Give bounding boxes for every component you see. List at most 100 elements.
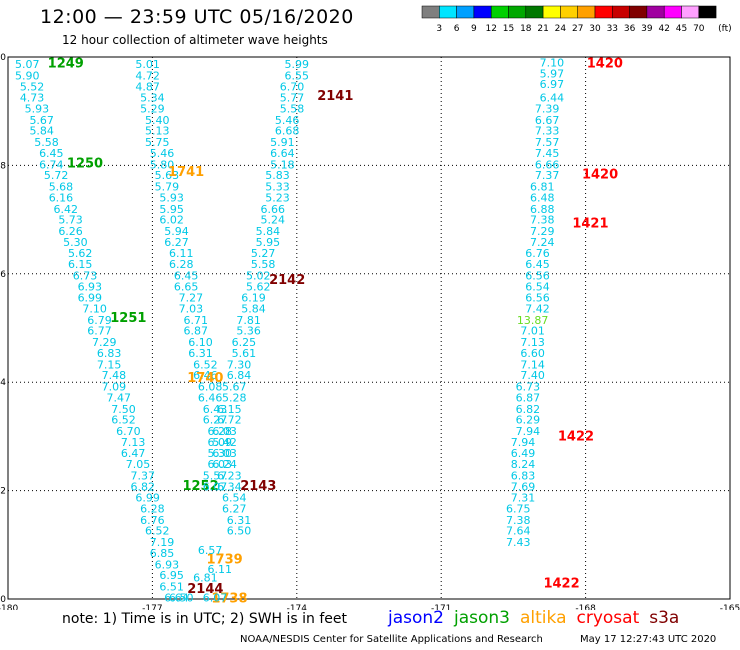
wave-height-value: 5.13 <box>145 125 170 138</box>
wave-height-value: 6.72 <box>217 414 242 427</box>
wave-height-value: 5.93 <box>159 191 184 204</box>
wave-height-value: 6.99 <box>135 492 160 505</box>
wave-height-value: 6.29 <box>516 414 541 427</box>
wave-height-value: 5.24 <box>260 214 285 227</box>
wave-height-value: 6.09 <box>208 436 233 449</box>
wave-height-value: 7.33 <box>535 125 560 138</box>
wave-height-value: 5.23 <box>265 191 290 204</box>
pass-time-label: 1739 <box>207 552 243 567</box>
wave-height-value: 5.01 <box>135 58 160 71</box>
color-bin-label: 3 <box>436 24 442 34</box>
wave-height-value: 6.19 <box>241 292 266 305</box>
wave-height-value: 7.01 <box>520 325 545 338</box>
wave-height-value: 7.45 <box>535 147 560 160</box>
footer-timestamp: May 17 12:27:43 UTC 2020 <box>580 634 717 645</box>
wave-height-value: 7.30 <box>227 358 252 371</box>
y-tick-label: 6 <box>0 270 6 280</box>
wave-height-value: 5.62 <box>68 247 93 260</box>
wave-height-value: 5.02 <box>246 269 271 282</box>
wave-height-value: 5.91 <box>270 136 295 149</box>
wave-height-value: 6.83 <box>511 469 536 482</box>
wave-height-value: 5.80 <box>150 158 175 171</box>
color-bin-label: 33 <box>607 24 618 34</box>
wave-height-value: 6.45 <box>39 147 64 160</box>
wave-height-value: 8.24 <box>511 458 536 471</box>
wave-height-value: 5.46 <box>275 114 300 127</box>
wave-height-value: 5.27 <box>251 247 276 260</box>
wave-height-value: 6.60 <box>520 347 545 360</box>
wave-height-value: 6.64 <box>164 591 189 604</box>
wave-height-value: 6.79 <box>87 314 112 327</box>
y-tick-label: 2 <box>0 487 6 497</box>
wave-height-value: 6.15 <box>68 258 93 271</box>
wave-height-value: 6.77 <box>87 325 112 338</box>
wave-height-value: 6.48 <box>530 191 555 204</box>
wave-height-value: 7.94 <box>516 425 541 438</box>
wave-height-value: 5.52 <box>20 80 45 93</box>
wave-height-value: 5.18 <box>270 158 295 171</box>
wave-height-value: 6.49 <box>511 447 536 460</box>
wave-height-value: 5.94 <box>164 225 189 238</box>
color-bin-label: 42 <box>658 24 669 34</box>
wave-height-value: 6.67 <box>535 114 560 127</box>
wave-height-plot: -180-177-174-171-168-16502468105.075.905… <box>0 53 740 610</box>
color-bin-label: 24 <box>555 24 567 34</box>
wave-height-value: 4.73 <box>20 92 45 105</box>
color-bin-label: 39 <box>641 24 653 34</box>
x-tick-label: -165 <box>720 604 740 610</box>
wave-height-value: 5.97 <box>540 67 565 80</box>
color-bin-label: 15 <box>503 24 514 34</box>
wave-height-value: 7.43 <box>506 536 531 549</box>
wave-height-value: 6.54 <box>525 280 550 293</box>
wave-height-value: 6.70 <box>116 425 141 438</box>
wave-height-value: 6.64 <box>270 147 295 160</box>
wave-height-value: 7.42 <box>525 302 550 315</box>
pass-time-label: 2144 <box>187 582 223 597</box>
wave-height-value: 7.27 <box>179 292 204 305</box>
wave-height-value: 6.11 <box>169 247 194 260</box>
wave-height-value: 7.13 <box>520 336 545 349</box>
pass-time-label: 1251 <box>110 311 146 326</box>
wave-height-value: 7.69 <box>511 480 536 493</box>
wave-height-value: 6.07 <box>203 480 228 493</box>
wave-height-value: 5.28 <box>222 391 247 404</box>
color-bin-label: 27 <box>572 24 583 34</box>
wave-height-value: 5.30 <box>208 447 233 460</box>
legend-item-cryosat: cryosat <box>576 608 640 628</box>
wave-height-value: 6.87 <box>183 325 208 338</box>
color-bin-label: 18 <box>520 24 532 34</box>
wave-height-value: 6.52 <box>145 525 170 538</box>
wave-height-value: 6.66 <box>535 158 560 171</box>
color-bin-label: 6 <box>454 24 460 34</box>
pass-time-label: 1420 <box>582 168 618 183</box>
y-tick-label: 4 <box>0 378 6 388</box>
wave-height-value: 6.11 <box>208 563 233 576</box>
wave-height-value: 6.46 <box>198 391 223 404</box>
wave-height-value: 6.74 <box>39 158 64 171</box>
wave-height-value: 6.51 <box>159 581 184 594</box>
wave-height-value: 7.14 <box>520 358 545 371</box>
wave-height-value: 5.83 <box>265 169 290 182</box>
wave-height-value: 4.87 <box>135 80 160 93</box>
wave-height-value: 7.81 <box>236 314 261 327</box>
pass-time-label: 1740 <box>187 371 223 386</box>
footer-credit: NOAA/NESDIS Center for Satellite Applica… <box>240 634 543 645</box>
wave-height-value: 6.99 <box>78 292 103 305</box>
wave-height-value: 7.48 <box>102 369 127 382</box>
wave-height-value: 5.67 <box>222 381 247 394</box>
wave-height-value: 6.54 <box>222 492 247 505</box>
wave-height-value: 6.97 <box>540 78 565 91</box>
wave-height-value: 5.58 <box>280 102 305 115</box>
wave-height-value: 7.31 <box>511 492 536 505</box>
wave-height-value: 6.03 <box>212 447 237 460</box>
wave-height-value: 5.90 <box>15 69 40 82</box>
wave-height-value: 6.52 <box>111 414 136 427</box>
legend-item-jason3: jason3 <box>454 608 510 628</box>
wave-height-value: 7.10 <box>82 302 107 315</box>
wave-height-value: 7.94 <box>511 436 536 449</box>
wave-height-value: 6.34 <box>217 480 242 493</box>
wave-height-value: 7.37 <box>535 169 560 182</box>
wave-height-value: 7.38 <box>506 514 531 527</box>
plot-frame <box>7 56 731 600</box>
wave-height-value: 7.03 <box>179 302 204 315</box>
